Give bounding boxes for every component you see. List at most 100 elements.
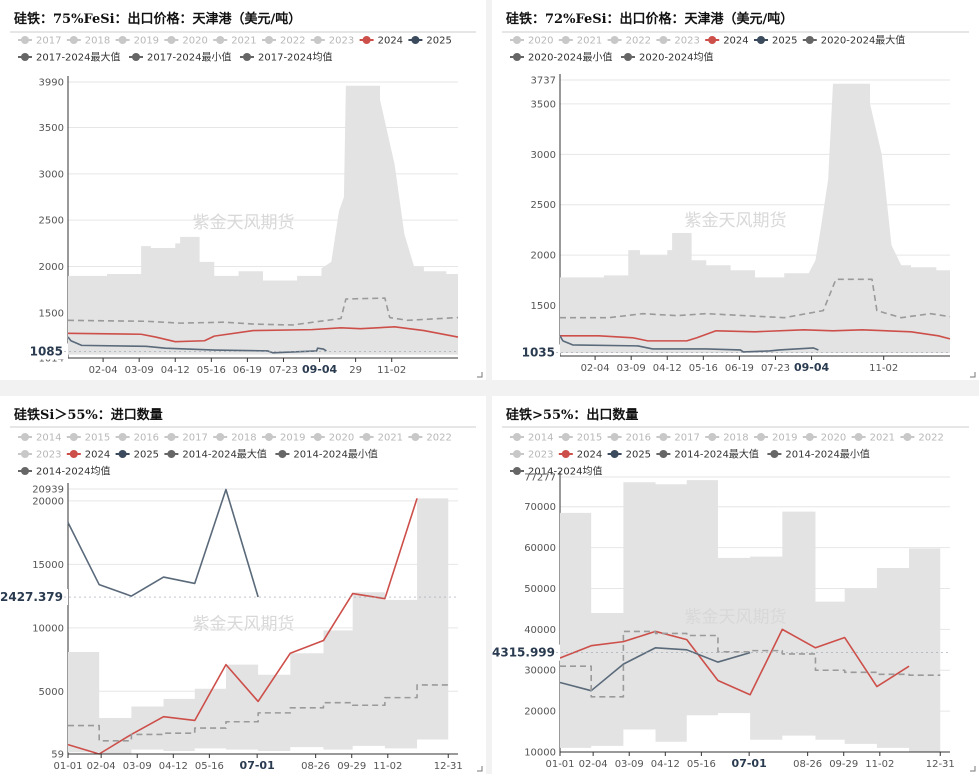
x-tick-label: 07-01 — [732, 757, 767, 770]
resize-grip-icon — [970, 766, 976, 772]
legend-marker — [21, 467, 29, 475]
chart-title: 硅铁Si＞55%：进口数量 — [14, 408, 163, 423]
x-tick-label: 02-04 — [89, 365, 118, 376]
legend-marker — [561, 450, 570, 458]
legend-item-2016: 2016 — [607, 433, 651, 444]
y-tick-label: 10000 — [524, 748, 556, 759]
legend-label: 2017-2024最小值 — [147, 51, 232, 64]
legend-marker — [118, 433, 127, 441]
legend-label: 2020 — [329, 433, 354, 444]
series-line-2017-2024均值 — [67, 297, 459, 326]
legend-item-2020: 2020 — [802, 433, 846, 444]
legend-item-2021: 2021 — [359, 433, 403, 444]
legend-item-2014-2024最大值: 2014-2024最大值 — [164, 448, 267, 461]
legend-marker — [21, 450, 29, 458]
legend-label: 2014-2024最大值 — [674, 448, 759, 461]
legend-label: 2017-2024最大值 — [36, 51, 121, 64]
legend-item-2020-2024均值: 2020-2024均值 — [621, 51, 714, 64]
legend-item-2023: 2023 — [656, 36, 700, 47]
range-band — [560, 480, 941, 752]
y-tick-label: 77277 — [524, 473, 556, 484]
x-tick-label: 03-09 — [615, 759, 644, 770]
legend-marker — [610, 433, 619, 441]
legend-label: 2020 — [528, 36, 553, 47]
legend-item-2024: 2024 — [705, 36, 749, 47]
x-tick-label: 05-16 — [195, 761, 224, 772]
y-tick-label: 3000 — [531, 150, 556, 161]
legend-item-2015: 2015 — [558, 433, 602, 444]
y-tick-label: 3737 — [531, 76, 556, 87]
legend-marker — [610, 36, 619, 44]
legend-item-2014-2024最小值: 2014-2024最小值 — [275, 448, 378, 461]
legend-label: 2017 — [36, 36, 61, 47]
legend-item-2016: 2016 — [115, 433, 159, 444]
y-tick-label: 20939 — [32, 485, 64, 496]
legend-item-2021: 2021 — [213, 36, 257, 47]
watermark: 紫金天风期货 — [193, 213, 295, 233]
legend-marker — [659, 36, 668, 44]
legend-label: 2014 — [528, 433, 553, 444]
series-line-2025 — [67, 336, 327, 354]
legend-marker — [513, 53, 521, 61]
legend-marker — [21, 433, 29, 441]
x-tick-label: 11-02 — [373, 761, 402, 772]
y-tick-label: 3990 — [39, 78, 64, 89]
y-pointer-label: 1035 — [522, 345, 555, 359]
legend-marker — [313, 433, 322, 441]
y-tick-label: 3000 — [39, 169, 64, 180]
resize-grip-icon — [477, 372, 483, 378]
legend-label: 2019 — [772, 433, 797, 444]
legend-marker — [624, 53, 632, 61]
legend-item-2022: 2022 — [607, 36, 651, 47]
y-tick-label: 2000 — [531, 251, 556, 262]
y-tick-label: 5000 — [39, 687, 64, 698]
y-tick-label: 20000 — [32, 496, 64, 507]
legend-label: 2021 — [231, 36, 256, 47]
y-tick-label: 3500 — [39, 123, 64, 134]
legend-label: 2024 — [723, 36, 748, 47]
x-tick-label: 05-16 — [687, 759, 716, 770]
legend-marker — [854, 433, 863, 441]
series-line-2024 — [67, 498, 418, 755]
y-tick-label: 1500 — [531, 301, 556, 312]
legend-item-2022: 2022 — [900, 433, 944, 444]
y-tick-label: 20000 — [524, 707, 556, 718]
resize-grip-icon — [477, 766, 483, 772]
legend-label: 2022 — [918, 433, 943, 444]
legend-label: 2025 — [134, 450, 159, 461]
legend-item-2020-2024最大值: 2020-2024最大值 — [802, 34, 905, 47]
legend-marker — [903, 433, 912, 441]
y-tick-label: 59 — [51, 750, 64, 761]
legend-marker — [118, 36, 127, 44]
legend-item-2018: 2018 — [66, 36, 110, 47]
legend-marker — [757, 36, 765, 44]
legend-marker — [216, 433, 225, 441]
x-tick-label: 05-16 — [689, 363, 718, 374]
legend-item-2025: 2025 — [408, 36, 452, 47]
legend-marker — [805, 433, 814, 441]
legend-label: 2023 — [36, 450, 61, 461]
x-tick-label: 07-01 — [240, 759, 275, 772]
x-pointer-bg — [729, 756, 770, 771]
x-tick-label: 12-31 — [926, 759, 955, 770]
legend-marker — [69, 450, 78, 458]
legend-marker — [805, 36, 814, 44]
y-tick-label: 2500 — [531, 200, 556, 211]
chart-title: 硅铁：72%FeSi：出口价格：天津港（美元/吨） — [506, 12, 794, 27]
legend-label: 2022 — [280, 36, 305, 47]
legend-item-2020-2024最小值: 2020-2024最小值 — [510, 51, 613, 64]
watermark: 紫金天风期货 — [193, 615, 295, 635]
legend-marker — [411, 36, 420, 44]
y-pointer-bg — [0, 589, 68, 606]
legend-item-2017-2024均值: 2017-2024均值 — [240, 51, 333, 64]
y-tick-label: 10000 — [32, 623, 64, 634]
x-tick-label: 06-19 — [233, 365, 262, 376]
legend-marker — [411, 433, 420, 441]
legend-label: 2023 — [674, 36, 699, 47]
y-tick-label: 70000 — [524, 502, 556, 513]
y-pointer-bg — [492, 644, 560, 661]
legend-item-2020: 2020 — [310, 433, 354, 444]
chart-svg: 2014 2015 2016 2017 2018 2019 2020 2021 2022 2023… — [492, 426, 976, 772]
x-tick-label: 05-16 — [197, 365, 226, 376]
legend-item-2019: 2019 — [262, 433, 305, 444]
